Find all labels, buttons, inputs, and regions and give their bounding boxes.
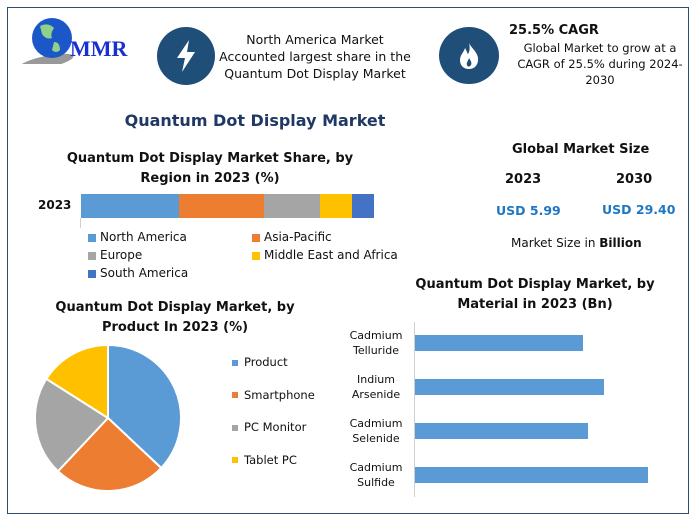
cagr-title: 25.5% CAGR bbox=[509, 23, 599, 38]
legend-swatch bbox=[88, 251, 96, 260]
legend-swatch bbox=[232, 424, 238, 431]
region-bar-segment-middle-east-and-africa bbox=[319, 194, 352, 218]
region-chart-title: Quantum Dot Display Market Share, by Reg… bbox=[66, 151, 354, 186]
region-stacked-bar bbox=[81, 194, 374, 218]
lightning-icon bbox=[177, 40, 195, 72]
region-category-label: 2023 bbox=[38, 198, 72, 212]
region-bar-segment-asia-pacific bbox=[179, 194, 265, 218]
legend-swatch bbox=[252, 233, 260, 242]
product-pie-chart bbox=[34, 343, 182, 492]
legend-label: North America bbox=[100, 230, 187, 244]
legend-label: Europe bbox=[100, 248, 143, 262]
legend-swatch bbox=[252, 251, 260, 260]
legend-label: PC Monitor bbox=[244, 420, 307, 434]
pie-slice-pc-monitor bbox=[34, 377, 110, 473]
highlight-north-america: North America Market Accounted largest s… bbox=[219, 32, 411, 81]
legend-item: Tablet PC bbox=[232, 453, 297, 467]
axis-line bbox=[80, 218, 81, 228]
legend-label: Tablet PC bbox=[244, 452, 297, 467]
legend-item: Asia-Pacific bbox=[252, 230, 332, 244]
material-category-label: Cadmium Telluride bbox=[349, 329, 403, 357]
legend-item: Europe bbox=[88, 248, 142, 262]
material-category-label: Cadmium Selenide bbox=[349, 417, 403, 445]
main-title: Quantum Dot Display Market bbox=[124, 111, 386, 130]
infographic-frame bbox=[7, 7, 689, 514]
flame-icon-badge bbox=[439, 27, 499, 84]
logo-text: MMR bbox=[70, 36, 128, 61]
market-size-note: Market Size in Billion bbox=[511, 236, 642, 250]
material-axis-line bbox=[414, 322, 415, 497]
material-bar bbox=[415, 423, 589, 439]
value-2023: USD 5.99 bbox=[496, 203, 561, 218]
legend-swatch bbox=[232, 457, 238, 463]
lightning-icon-badge bbox=[157, 27, 215, 85]
material-bar bbox=[415, 467, 648, 483]
legend-item: South America bbox=[88, 266, 188, 280]
material-category-label: Cadmium Sulfide bbox=[349, 461, 403, 489]
legend-swatch bbox=[232, 359, 238, 366]
material-bar bbox=[415, 335, 584, 351]
legend-label: Middle East and Africa bbox=[264, 248, 398, 262]
legend-item: PC Monitor bbox=[232, 420, 306, 434]
material-bar bbox=[415, 379, 604, 395]
flame-icon bbox=[460, 42, 479, 69]
legend-item: North America bbox=[88, 230, 187, 244]
legend-swatch bbox=[232, 392, 238, 398]
legend-label: South America bbox=[100, 266, 189, 280]
material-chart-title: Quantum Dot Display Market, by Material … bbox=[415, 277, 655, 312]
pie-slice-smartphone bbox=[56, 416, 163, 492]
region-bar-segment-south-america bbox=[352, 194, 374, 218]
product-chart-title: Quantum Dot Display Market, by Product I… bbox=[55, 300, 295, 335]
region-bar-segment-north-america bbox=[81, 194, 180, 218]
legend-item: Product bbox=[232, 355, 288, 369]
legend-label: Asia-Pacific bbox=[264, 230, 332, 244]
year-2023: 2023 bbox=[505, 172, 542, 187]
legend-label: Product bbox=[244, 355, 288, 369]
legend-swatch bbox=[88, 269, 96, 278]
region-bar-segment-europe bbox=[264, 194, 320, 218]
cagr-description: Global Market to grow at a CAGR of 25.5%… bbox=[517, 41, 683, 87]
legend-label: Smartphone bbox=[244, 387, 315, 402]
mmr-logo: MMR bbox=[14, 14, 144, 71]
legend-swatch bbox=[88, 233, 96, 242]
legend-item: Middle East and Africa bbox=[252, 248, 398, 262]
material-category-label: Indium Arsenide bbox=[351, 373, 401, 401]
market-size-title: Global Market Size bbox=[512, 142, 650, 157]
pie-slice-product bbox=[107, 343, 182, 470]
year-2030: 2030 bbox=[616, 172, 653, 187]
pie-slice-tablet-pc bbox=[44, 343, 109, 420]
value-2030: USD 29.40 bbox=[602, 202, 676, 217]
legend-item: Smartphone bbox=[232, 388, 315, 402]
